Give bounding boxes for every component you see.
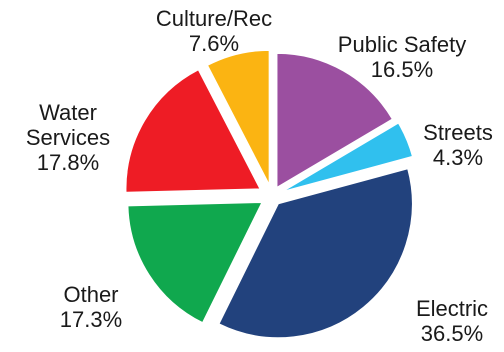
pie-label-category: Services [26,125,110,150]
pie-label-culture-rec: Culture/Rec 7.6% [156,6,272,56]
pie-label-category: Culture/Rec [156,6,272,31]
pie-slice-culture-rec [206,49,270,185]
pie-label-value: 36.5% [421,321,483,346]
pie-label-category: Water [39,100,97,125]
pie-label-category: Streets [423,120,493,145]
pie-slice-streets [282,122,414,192]
pie-label-category: Public Safety [338,32,466,57]
pie-label-category: Electric [416,296,488,321]
pie-slice-other [127,201,263,324]
pie-label-other: Other 17.3% [60,282,122,332]
pie-label-value: 17.8% [37,150,99,175]
pie-label-value: 7.6% [189,31,239,56]
pie-label-public-safety: Public Safety 16.5% [338,32,466,82]
pie-label-value: 16.5% [371,57,433,82]
pie-label-category: Other [63,282,118,307]
pie-slice-public-safety [276,52,393,189]
pie-slice-electric [218,168,413,339]
pie-label-streets: Streets 4.3% [423,120,493,170]
pie-label-electric: Electric 36.5% [416,296,488,346]
pie-label-value: 4.3% [433,145,483,170]
pie-label-water-services: Water Services 17.8% [26,100,110,175]
pie-slice-water-services [125,69,261,193]
pie-label-value: 17.3% [60,307,122,332]
